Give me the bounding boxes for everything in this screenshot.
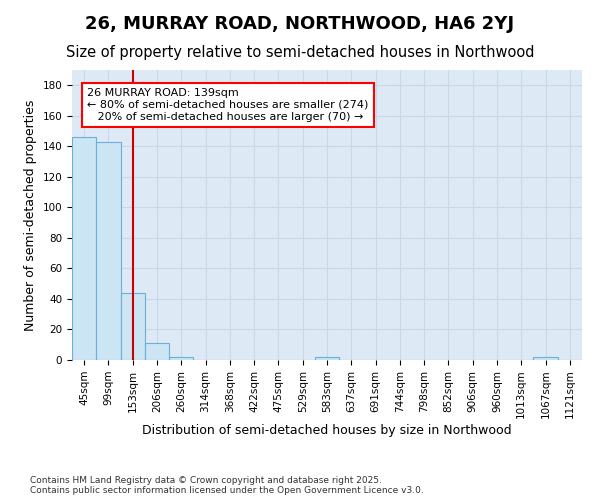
Bar bbox=[315, 357, 339, 360]
Text: Contains HM Land Registry data © Crown copyright and database right 2025.
Contai: Contains HM Land Registry data © Crown c… bbox=[30, 476, 424, 495]
Bar bbox=[96, 142, 121, 360]
Bar bbox=[533, 357, 558, 360]
Bar bbox=[145, 343, 169, 360]
X-axis label: Distribution of semi-detached houses by size in Northwood: Distribution of semi-detached houses by … bbox=[142, 424, 512, 437]
Text: 26 MURRAY ROAD: 139sqm
← 80% of semi-detached houses are smaller (274)
   20% of: 26 MURRAY ROAD: 139sqm ← 80% of semi-det… bbox=[87, 88, 368, 122]
Bar bbox=[72, 137, 96, 360]
Bar bbox=[169, 357, 193, 360]
Bar bbox=[121, 293, 145, 360]
Text: Size of property relative to semi-detached houses in Northwood: Size of property relative to semi-detach… bbox=[66, 45, 534, 60]
Text: 26, MURRAY ROAD, NORTHWOOD, HA6 2YJ: 26, MURRAY ROAD, NORTHWOOD, HA6 2YJ bbox=[85, 15, 515, 33]
Y-axis label: Number of semi-detached properties: Number of semi-detached properties bbox=[24, 100, 37, 330]
